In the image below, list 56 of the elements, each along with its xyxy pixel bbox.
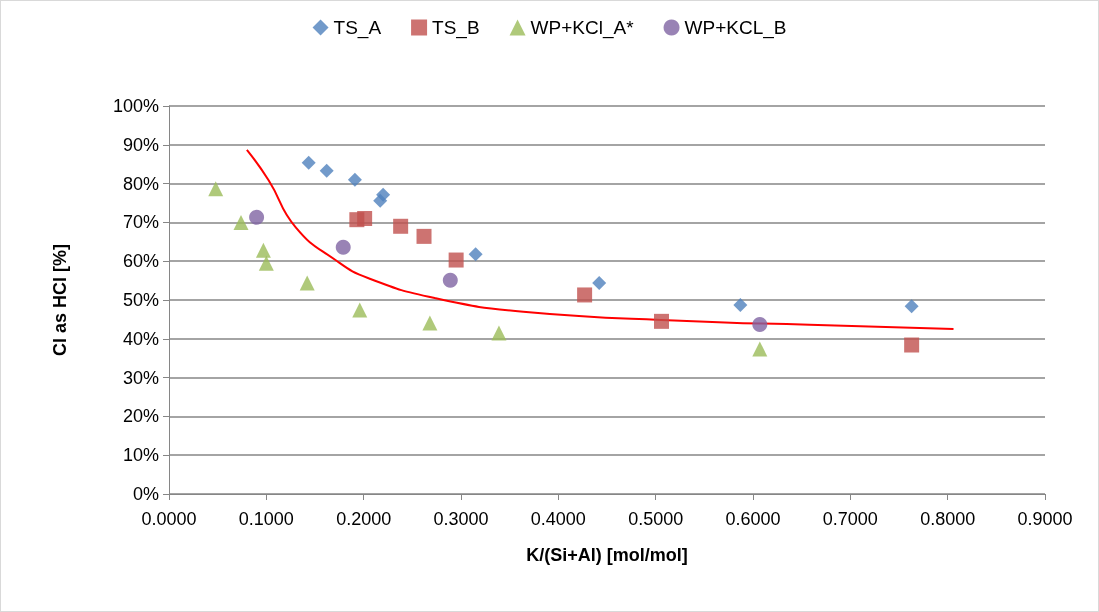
x-tick-label: 0.8000	[920, 509, 976, 529]
point	[442, 272, 458, 288]
y-axis-title: Cl as HCl [%]	[50, 243, 70, 357]
x-tick-label: 0.6000	[725, 509, 781, 529]
point	[752, 341, 768, 357]
x-tick-label: 0.1000	[238, 509, 294, 529]
point	[258, 255, 274, 271]
point	[654, 313, 670, 329]
point	[208, 181, 224, 197]
y-tick-label: 60%	[122, 251, 159, 272]
point	[592, 275, 607, 290]
y-tick-label: 70%	[122, 212, 159, 233]
point	[904, 299, 919, 314]
legend-label: WP+KCL_B	[684, 17, 787, 39]
x-tick-label: 0.3000	[433, 509, 489, 529]
point	[357, 211, 373, 227]
x-tick-label: 0.2000	[336, 509, 392, 529]
point	[249, 209, 265, 225]
point	[373, 193, 388, 208]
point	[904, 337, 920, 353]
x-tick-label: 0.0000	[141, 509, 197, 529]
point	[393, 218, 409, 234]
point	[577, 287, 593, 303]
line-series	[245, 148, 955, 331]
legend-label: WP+KCl_A*	[530, 17, 635, 39]
x-tick-label: 0.4000	[530, 509, 586, 529]
point	[233, 214, 249, 230]
point	[301, 155, 316, 170]
y-tick-label: 100%	[112, 96, 159, 116]
point	[347, 172, 362, 187]
legend-label: TS_B	[432, 17, 480, 39]
y-tick-label: 30%	[122, 367, 159, 388]
y-tick-label: 50%	[122, 290, 159, 310]
x-tick-label: 0.9000	[1017, 509, 1073, 529]
point	[299, 275, 315, 291]
point	[352, 302, 368, 318]
x-tick-label: 0.7000	[822, 509, 878, 529]
point	[422, 315, 438, 331]
y-tick-label: 40%	[122, 328, 159, 349]
point	[448, 252, 464, 268]
point	[468, 247, 483, 262]
point	[416, 228, 432, 244]
point	[491, 325, 507, 341]
y-tick-label: 90%	[122, 134, 159, 155]
point	[752, 316, 768, 332]
y-tick-label: 10%	[122, 445, 159, 466]
x-tick-label: 0.5000	[628, 509, 684, 529]
point	[255, 242, 271, 258]
y-tick-label: 20%	[122, 406, 159, 427]
legend-label: TS_A	[333, 17, 382, 39]
y-tick-label: 80%	[122, 173, 159, 194]
x-axis-title: K/(Si+Al) [mol/mol]	[526, 545, 688, 565]
point	[733, 298, 748, 313]
point	[335, 239, 351, 255]
y-tick-label: 0%	[132, 484, 159, 504]
point	[319, 163, 334, 178]
